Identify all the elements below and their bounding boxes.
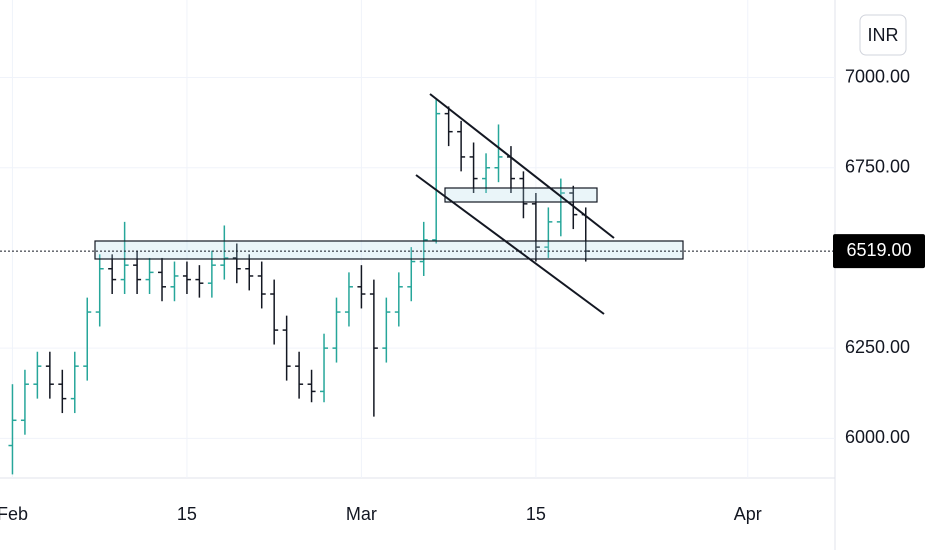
currency-label: INR <box>868 25 899 45</box>
last-price-label: 6519.00 <box>846 240 911 260</box>
channel-upper <box>429 93 615 239</box>
y-tick-label: 7000.00 <box>845 66 910 86</box>
y-tick-label: 6250.00 <box>845 337 910 357</box>
channel-lower <box>415 174 605 315</box>
last-price-box <box>833 234 925 269</box>
resistance-zone <box>444 187 598 203</box>
x-tick-label: Mar <box>346 504 377 524</box>
y-tick-label: 6000.00 <box>845 427 910 447</box>
grid <box>0 0 835 478</box>
x-tick-label: 15 <box>526 504 546 524</box>
x-tick-label: Feb <box>0 504 28 524</box>
x-tick-label: 15 <box>177 504 197 524</box>
axes: 6000.00 6250.00 6750.00 7000.00 Feb 15 Mar 15 Ap… <box>0 66 925 524</box>
support-zone <box>94 240 684 260</box>
x-tick-label: Apr <box>734 504 762 524</box>
y-tick-label: 6750.00 <box>845 157 910 177</box>
currency-box[interactable] <box>859 14 907 56</box>
bars <box>8 99 590 475</box>
drawings <box>94 93 684 315</box>
